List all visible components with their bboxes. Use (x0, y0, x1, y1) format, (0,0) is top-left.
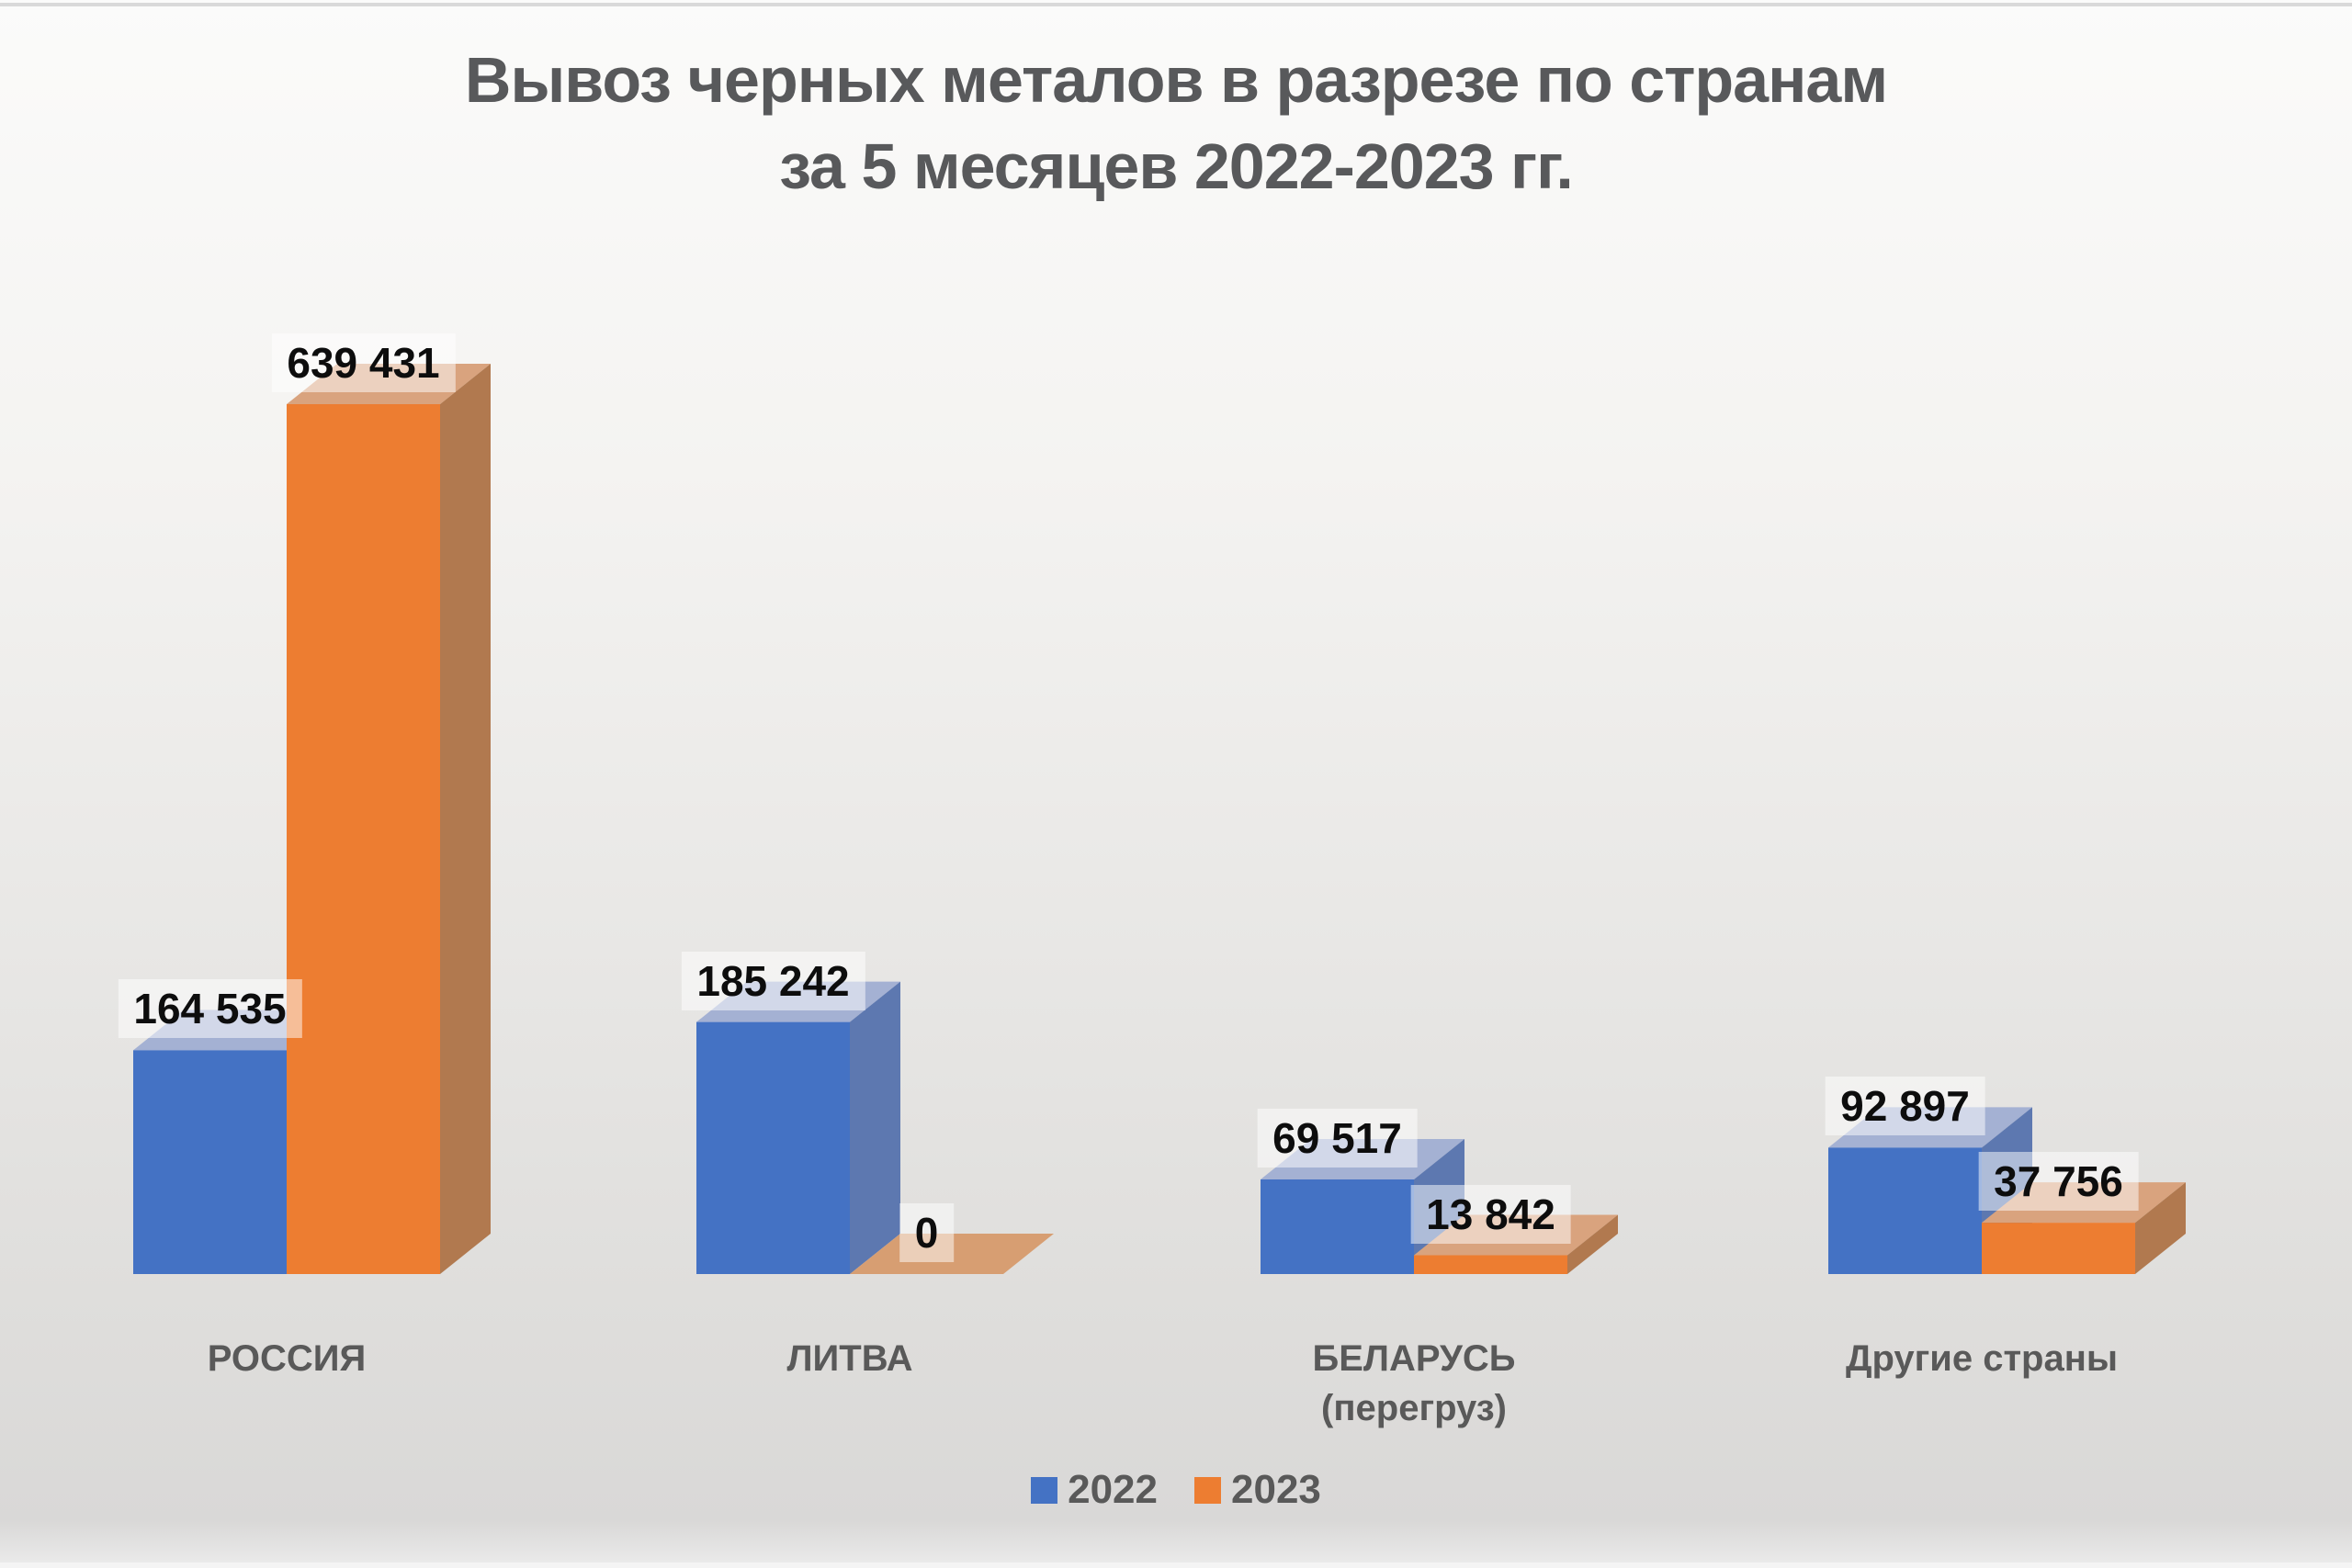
bar-другие-страны-2023-side (2135, 1182, 2186, 1274)
bar-литва-2022-front (696, 1021, 850, 1274)
chart-title: Вывоз черных металов в разрезе по страна… (0, 37, 2352, 209)
category-label-4: Другие страны (1845, 1338, 2119, 1379)
bar-другие-страны-2022-front (1828, 1147, 1982, 1274)
bottom-divider (0, 1562, 2352, 1568)
top-divider (0, 3, 2352, 6)
value-label-2022-1: 164 535 (118, 979, 302, 1039)
legend-swatch-2022-icon (1031, 1476, 1058, 1504)
category-label-3: БЕЛАРУСЬ (перегруз) (1312, 1338, 1516, 1428)
value-label-2023-1: 639 431 (271, 333, 456, 392)
category-label-1: РОССИЯ (207, 1338, 367, 1379)
value-label-2022-3: 69 517 (1257, 1109, 1418, 1168)
bar-другие-страны-2023-front (1982, 1223, 2135, 1274)
bar-беларусь-перегруз--2022-front (1261, 1179, 1414, 1274)
legend-item-2023: 2023 (1194, 1470, 1321, 1510)
category-label-2: ЛИТВА (786, 1338, 913, 1379)
bar-беларусь-перегруз--2023-front (1414, 1255, 1567, 1274)
value-label-2023-4: 37 756 (1978, 1152, 2139, 1212)
chart-legend: 2022 2023 (0, 1470, 2352, 1510)
value-label-2022-4: 92 897 (1825, 1077, 1985, 1136)
chart-title-line-2: за 5 месяцев 2022-2023 гг. (779, 130, 1574, 202)
bar-россия-2023-side (440, 364, 491, 1274)
chart-title-line-1: Вывоз черных металов в разрезе по страна… (464, 44, 1888, 116)
bar-беларусь-перегруз--2023-side (1567, 1214, 1618, 1274)
legend-label-2022: 2022 (1068, 1467, 1158, 1512)
bar-россия-2022-front (133, 1050, 287, 1274)
bar-россия-2023-front (287, 404, 440, 1274)
bar-литва-2022-side (850, 981, 900, 1274)
legend-swatch-2023-icon (1194, 1476, 1221, 1504)
legend-label-2023: 2023 (1231, 1467, 1321, 1512)
value-label-2022-2: 185 242 (681, 951, 865, 1010)
value-label-2023-2: 0 (899, 1203, 955, 1262)
legend-item-2022: 2022 (1031, 1470, 1158, 1510)
value-label-2023-3: 13 842 (1410, 1184, 1571, 1244)
